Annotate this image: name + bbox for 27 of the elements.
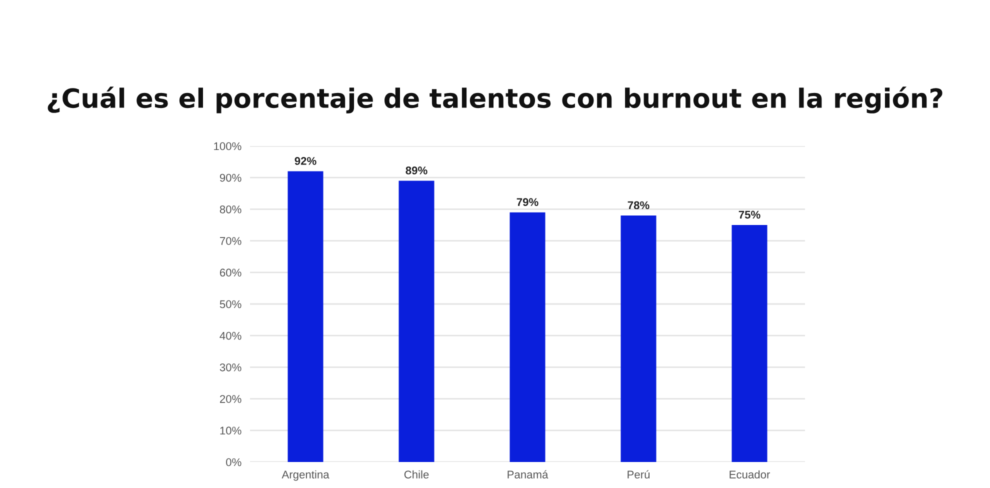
y-tick-label: 70% (220, 237, 242, 245)
y-tick-label: 30% (220, 363, 242, 372)
bar (288, 171, 324, 462)
y-tick-label: 80% (220, 205, 242, 214)
y-tick-label: 0% (226, 458, 242, 466)
bar (398, 180, 434, 462)
bar (732, 225, 768, 462)
y-tick-label: 40% (220, 332, 242, 340)
chart-title: ¿Cuál es el porcentaje de talentos con burnout en la región? (48, 86, 942, 114)
y-tick-label: 10% (220, 426, 242, 435)
y-tick-label: 60% (220, 268, 242, 277)
data-label: 79% (516, 198, 538, 206)
x-tick-label: Panamá (508, 470, 548, 478)
bar (620, 216, 656, 462)
data-label: 75% (738, 210, 760, 219)
x-tick-label: Chile (404, 470, 429, 478)
data-label: 78% (628, 201, 650, 210)
bar (510, 212, 546, 462)
data-label: 89% (406, 166, 428, 174)
y-tick-label: 100% (214, 142, 242, 150)
x-tick-label: Perú (628, 470, 650, 478)
x-tick-label: Ecuador (730, 470, 770, 478)
y-tick-label: 50% (220, 300, 242, 308)
y-tick-label: 90% (220, 174, 242, 182)
y-tick-label: 20% (220, 395, 242, 403)
data-label: 92% (294, 157, 316, 165)
x-tick-label: Argentina (282, 470, 330, 481)
